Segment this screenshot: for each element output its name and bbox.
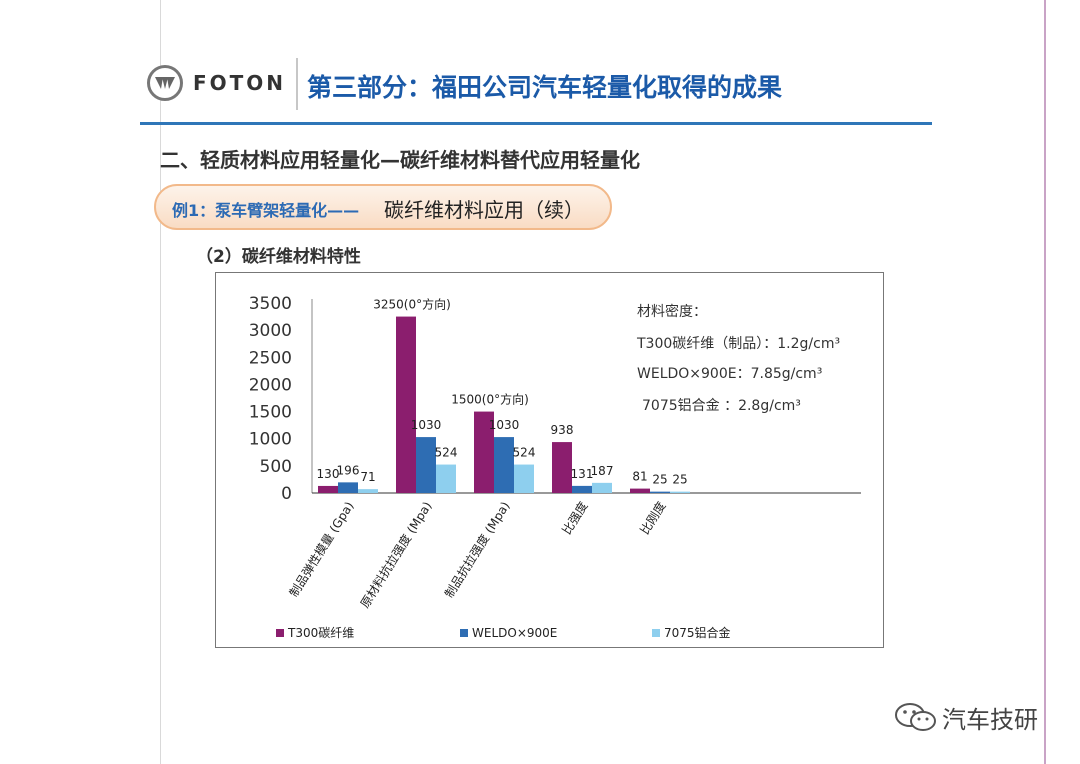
bar	[552, 442, 572, 493]
density-line-aluminum: 7075铝合金 ：2.8g/cm³	[642, 398, 801, 414]
category-label: 原材料抗拉强度 (Mpa)	[357, 499, 435, 611]
legend-swatch	[276, 629, 284, 637]
density-line-t300: T300碳纤维（制品）：1.2g/cm³	[637, 336, 841, 352]
data-label: 1500(0°方向)	[451, 392, 529, 407]
y-tick-label: 1000	[249, 430, 292, 450]
data-label: 131	[571, 467, 594, 481]
y-tick-label: 500	[260, 457, 292, 477]
density-title: 材料密度：	[637, 304, 707, 320]
bar	[630, 488, 650, 493]
slide-right-border	[1044, 0, 1046, 764]
foton-logo: FOTON	[147, 65, 287, 107]
legend-label: 7075铝合金	[664, 625, 731, 640]
example-banner: 例1：泵车臂架轻量化—— 碳纤维材料应用（续）	[154, 184, 612, 230]
category-label: 比刚度	[637, 499, 669, 537]
bar	[650, 491, 670, 493]
y-tick-label: 0	[281, 484, 292, 504]
y-tick-label: 2500	[249, 348, 292, 368]
subsection-title: （2）碳纤维材料特性	[196, 247, 361, 267]
example-text: 碳纤维材料应用（续）	[384, 198, 584, 222]
category-label: 制品抗拉强度 (Mpa)	[441, 499, 512, 601]
bar	[494, 437, 514, 493]
category-label: 制品弹性模量 (Gpa)	[287, 499, 357, 599]
header-rule	[140, 122, 932, 125]
bar-chart: 0 500 1000 1500 2000 2500 3000 3500 130 3250(0°方向…	[249, 294, 861, 640]
bar	[436, 464, 456, 493]
bar	[396, 316, 416, 493]
category-label: 比强度	[559, 499, 591, 537]
y-tick-label: 3000	[249, 321, 292, 341]
logo-text: FOTON	[193, 71, 287, 95]
legend-label: T300碳纤维	[287, 626, 354, 640]
density-line-weldo: WELDO×900E：7.85g/cm³	[637, 366, 823, 382]
data-label: 196	[337, 463, 360, 477]
legend-label: WELDO×900E	[472, 626, 557, 640]
bar	[318, 485, 338, 493]
data-label: 3250(0°方向)	[373, 297, 451, 312]
data-label: 524	[513, 446, 536, 460]
bar	[514, 464, 534, 493]
chart-container: 0 500 1000 1500 2000 2500 3000 3500 130 3250(0°方向…	[215, 272, 884, 648]
bar	[416, 437, 436, 493]
y-tick-label: 3500	[249, 294, 292, 314]
bar	[572, 485, 592, 493]
data-label: 130	[317, 467, 340, 481]
bar	[474, 411, 494, 493]
data-label: 81	[632, 470, 647, 484]
data-label: 25	[652, 473, 667, 487]
bar	[338, 482, 358, 493]
header-divider	[296, 58, 298, 110]
y-tick-label: 2000	[249, 375, 292, 395]
data-label: 71	[360, 470, 375, 484]
bar	[592, 482, 612, 493]
data-label: 1030	[411, 418, 442, 432]
data-label: 25	[672, 473, 687, 487]
legend-swatch	[460, 629, 468, 637]
slide-subtitle: 二、轻质材料应用轻量化—碳纤维材料替代应用轻量化	[160, 148, 640, 172]
y-tick-label: 1500	[249, 403, 292, 423]
section-title: 第三部分：福田公司汽车轻量化取得的成果	[307, 73, 783, 102]
data-label: 938	[551, 423, 574, 437]
legend-swatch	[652, 629, 660, 637]
watermark-text: 汽车技研	[942, 706, 1038, 734]
wechat-icon	[895, 703, 936, 731]
example-label: 例1：泵车臂架轻量化——	[172, 201, 360, 220]
data-label: 1030	[489, 418, 520, 432]
data-label: 187	[591, 464, 614, 478]
foton-emblem-icon	[147, 65, 183, 101]
data-label: 524	[435, 446, 458, 460]
bar	[670, 491, 690, 493]
bar	[358, 489, 378, 493]
slide-left-border	[160, 0, 161, 764]
